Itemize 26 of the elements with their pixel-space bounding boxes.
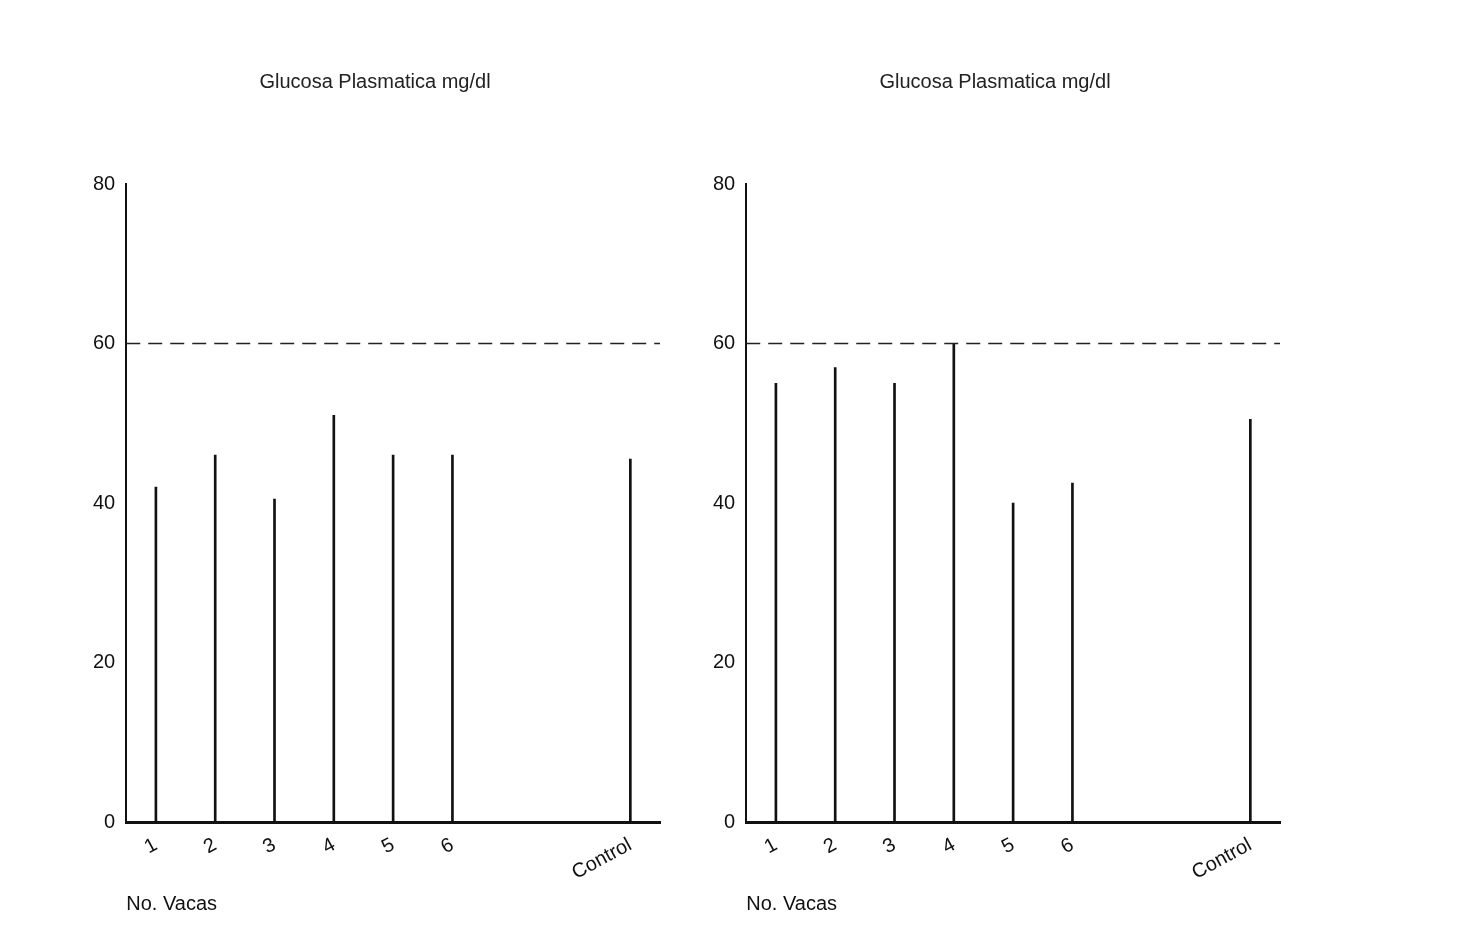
y-tick-label: 60: [93, 331, 116, 354]
x-tick-label: 4: [318, 832, 339, 858]
y-tick-label: 60: [713, 331, 736, 354]
chart-title: Glucosa Plasmatica mg/dl: [259, 69, 491, 92]
chart-title: Glucosa Plasmatica mg/dl: [879, 69, 1111, 92]
x-tick-label: 3: [258, 832, 280, 858]
y-tick-label: 40: [713, 490, 736, 513]
y-tick-label: 40: [93, 490, 116, 513]
x-tick-label: 5: [997, 832, 1018, 858]
x-tick-label: 1: [760, 832, 781, 858]
x-tick-label: 2: [199, 832, 220, 858]
x-tick-label: 5: [377, 832, 398, 858]
x-axis-title: No. Vacas: [746, 891, 838, 914]
y-tick-label: 80: [93, 171, 116, 194]
x-tick-label: 6: [436, 832, 457, 858]
x-axis-title: No. Vacas: [126, 891, 218, 914]
x-tick-label: 4: [938, 832, 959, 858]
y-tick-label: 20: [713, 650, 736, 673]
x-tick-label: 2: [819, 832, 840, 858]
y-tick-label: 20: [93, 650, 116, 673]
x-tick-label: 1: [140, 832, 161, 858]
y-tick-label: 0: [724, 809, 736, 832]
x-tick-label: 6: [1056, 832, 1077, 858]
y-tick-label: 80: [713, 171, 736, 194]
x-tick-label: 3: [878, 832, 900, 858]
y-tick-label: 0: [104, 809, 116, 832]
